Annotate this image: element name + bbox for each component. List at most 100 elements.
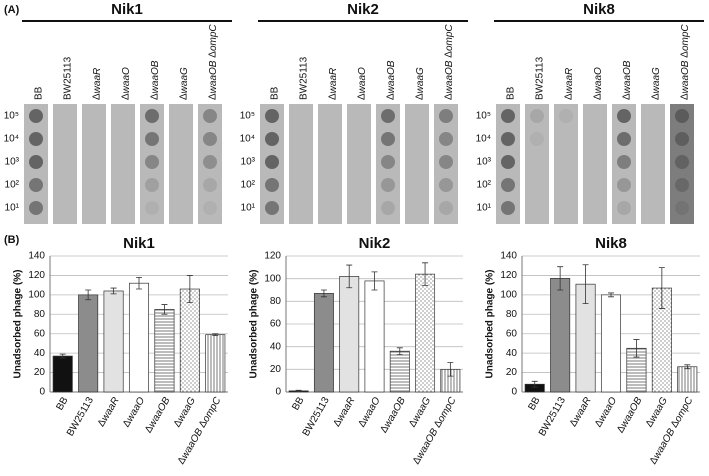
plaque-spot bbox=[530, 109, 544, 123]
plaque-spot bbox=[145, 132, 159, 146]
plaque-spot bbox=[203, 109, 217, 123]
error-bar bbox=[136, 276, 142, 290]
dilution-label: 10⁵ bbox=[476, 111, 491, 122]
plaque-spot bbox=[439, 178, 453, 192]
bar bbox=[389, 350, 410, 393]
y-tick-label: 0 bbox=[511, 387, 517, 398]
strain-label: BW25113 bbox=[63, 56, 74, 100]
bar bbox=[103, 290, 124, 393]
bar bbox=[364, 280, 385, 393]
y-tick-label: 120 bbox=[500, 270, 517, 281]
error-bar bbox=[161, 304, 168, 315]
chart-title: Nik2 bbox=[359, 235, 391, 252]
bar bbox=[600, 294, 622, 393]
strain-label: ΔwaaO bbox=[121, 67, 132, 100]
plaque-spot bbox=[29, 132, 43, 146]
panel-label: (A) bbox=[4, 4, 20, 16]
strain-label: BB bbox=[270, 86, 281, 100]
plaque-spot bbox=[501, 109, 515, 123]
plaque-spot bbox=[381, 155, 395, 169]
plaque-spot bbox=[265, 155, 279, 169]
plaque-spot bbox=[675, 132, 689, 146]
plaque-spot bbox=[501, 155, 515, 169]
plaque-spot bbox=[617, 155, 631, 169]
plaque-spot bbox=[439, 155, 453, 169]
plate-strip bbox=[583, 104, 607, 224]
error-bar bbox=[59, 353, 66, 359]
error-bar bbox=[633, 339, 640, 358]
bar bbox=[52, 355, 73, 393]
strain-label: BB bbox=[34, 86, 45, 100]
strain-label: ΔwaaOB bbox=[622, 60, 633, 100]
plaque-spot bbox=[265, 109, 279, 123]
strain-label: ΔwaaG bbox=[179, 67, 190, 100]
x-tick-label: ΔwaaOB bbox=[143, 395, 172, 435]
y-tick-label: 100 bbox=[500, 289, 517, 300]
plaque-spot bbox=[675, 201, 689, 215]
x-tick-label: ΔwaaG bbox=[407, 395, 433, 429]
plaque-spot bbox=[501, 132, 515, 146]
plaque-spot bbox=[145, 201, 159, 215]
x-tick-label: BB bbox=[290, 395, 306, 412]
bar bbox=[78, 294, 99, 393]
plaque-spot bbox=[381, 132, 395, 146]
y-tick-label: 80 bbox=[270, 296, 282, 307]
dilution-label: 10³ bbox=[477, 157, 492, 168]
error-bar bbox=[447, 362, 454, 377]
y-axis-label: Unadsorbed phage (%) bbox=[13, 270, 24, 379]
plate-strip bbox=[525, 104, 549, 224]
x-tick-label: ΔwaaR bbox=[96, 395, 122, 428]
x-tick-label: ΔwaaOB bbox=[615, 395, 644, 435]
dilution-label: 10¹ bbox=[241, 203, 256, 214]
dilution-label: 10⁴ bbox=[476, 134, 491, 145]
plate-strip bbox=[169, 104, 193, 224]
plaque-spot bbox=[675, 178, 689, 192]
strain-label: ΔwaaOB bbox=[150, 60, 161, 100]
plaque-spot bbox=[617, 201, 631, 215]
error-bar bbox=[658, 267, 665, 309]
error-bar bbox=[212, 333, 219, 337]
bar bbox=[339, 276, 360, 393]
strain-label: ΔwaaO bbox=[593, 67, 604, 100]
dilution-label: 10² bbox=[477, 180, 492, 191]
panel-label: (B) bbox=[4, 234, 20, 246]
bar bbox=[415, 273, 436, 393]
plate-strip bbox=[111, 104, 135, 224]
y-tick-label: 80 bbox=[34, 309, 46, 320]
plaque-spot bbox=[29, 178, 43, 192]
y-tick-label: 140 bbox=[500, 251, 517, 262]
plate-title: Nik2 bbox=[347, 1, 379, 18]
strain-label: ΔwaaOB ΔompC bbox=[208, 24, 219, 100]
y-tick-label: 80 bbox=[506, 309, 518, 320]
strain-label: ΔwaaG bbox=[415, 67, 426, 100]
plaque-spot bbox=[203, 155, 217, 169]
strain-label: ΔwaaO bbox=[357, 67, 368, 100]
y-tick-label: 40 bbox=[506, 348, 518, 359]
error-bar bbox=[396, 347, 403, 355]
plaque-spot bbox=[381, 178, 395, 192]
error-bar bbox=[531, 380, 538, 388]
bar bbox=[154, 309, 175, 393]
error-bar bbox=[85, 289, 92, 301]
x-tick-label: ΔwaaR bbox=[331, 395, 357, 428]
plate-strip bbox=[53, 104, 77, 224]
plaque-spot bbox=[675, 155, 689, 169]
error-bar bbox=[320, 289, 327, 298]
plaque-spot bbox=[617, 132, 631, 146]
dilution-label: 10³ bbox=[5, 157, 20, 168]
x-tick-label: ΔwaaG bbox=[644, 395, 670, 429]
error-bar bbox=[422, 262, 429, 286]
strain-label: ΔwaaOB ΔompC bbox=[444, 24, 455, 100]
y-tick-label: 20 bbox=[506, 367, 518, 378]
plaque-spot bbox=[265, 178, 279, 192]
y-tick-label: 0 bbox=[39, 387, 45, 398]
dilution-label: 10¹ bbox=[477, 203, 492, 214]
x-tick-label: ΔwaaR bbox=[568, 395, 594, 428]
y-tick-label: 140 bbox=[28, 251, 45, 262]
error-bar bbox=[110, 287, 117, 295]
chart-title: Nik8 bbox=[595, 235, 627, 252]
plaque-spot bbox=[439, 109, 453, 123]
plaque-spot bbox=[29, 109, 43, 123]
dilution-label: 10⁴ bbox=[240, 134, 255, 145]
